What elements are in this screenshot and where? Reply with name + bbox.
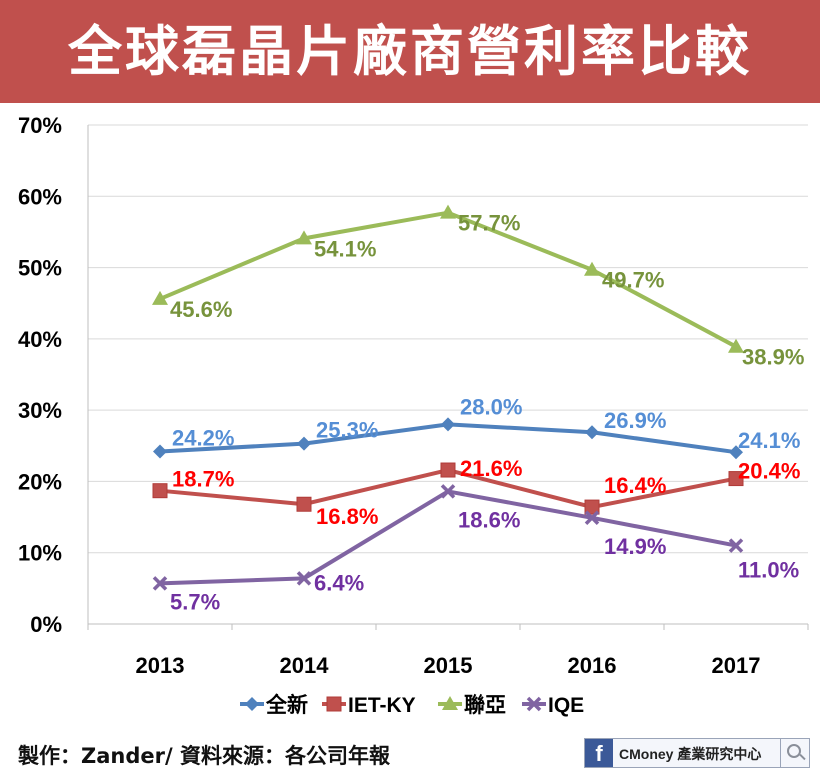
x-tick-label: 2013 xyxy=(136,653,185,678)
y-tick-label: 0% xyxy=(30,612,62,637)
legend-marker xyxy=(326,696,342,712)
data-label: 38.9% xyxy=(742,345,804,370)
brand-box[interactable]: f CMoney 產業研究中心 xyxy=(584,738,810,768)
y-tick-label: 20% xyxy=(18,469,62,494)
data-label: 45.6% xyxy=(170,297,232,322)
data-point xyxy=(585,425,599,440)
legend: 全新 IET-KY 聯亞 IQE xyxy=(240,693,584,717)
y-tick-label: 40% xyxy=(18,327,62,352)
y-tick-label: 60% xyxy=(18,184,62,209)
data-point xyxy=(152,483,168,499)
x-tick-label: 2014 xyxy=(280,653,330,678)
data-label: 24.2% xyxy=(172,425,234,450)
data-point xyxy=(296,571,312,586)
data-label: 16.8% xyxy=(316,504,378,529)
x-tick-label: 2017 xyxy=(712,653,761,678)
data-point xyxy=(728,538,744,553)
data-point xyxy=(296,496,312,512)
data-point xyxy=(584,499,600,515)
data-label: 24.1% xyxy=(738,428,800,453)
data-label: 21.6% xyxy=(460,456,522,481)
series-iqe: 5.7% 6.4% 18.6% 14.9% 11.0% xyxy=(152,484,799,614)
legend-label: 聯亞 xyxy=(464,694,506,717)
facebook-icon[interactable]: f xyxy=(585,739,613,767)
marker-stroke xyxy=(296,571,312,586)
legend-label: IQE xyxy=(548,694,584,717)
data-point xyxy=(296,230,312,245)
data-label: 49.7% xyxy=(602,268,664,293)
line-chart: 0% 10% 20% 30% 40% 50% 60% 70% 2013 2014 2015 2016 2… xyxy=(18,113,809,717)
data-point xyxy=(440,204,456,219)
data-label: 5.7% xyxy=(170,589,220,614)
data-point xyxy=(441,417,455,432)
legend-label: 全新 xyxy=(265,693,308,717)
data-point xyxy=(152,290,168,305)
y-tick-label: 70% xyxy=(18,113,62,138)
marker-stroke xyxy=(526,696,542,712)
footer: 製作：Zander/ 資料來源：各公司年報 f CMoney 產業研究中心 xyxy=(0,730,820,782)
series-iet-ky: 18.7% 16.8% 21.6% 16.4% 20.4% xyxy=(152,456,800,529)
x-tick-label: 2016 xyxy=(568,653,617,678)
data-point xyxy=(584,261,600,276)
data-label: 14.9% xyxy=(604,534,666,559)
marker-stroke xyxy=(584,510,600,526)
brand-name: CMoney 產業研究中心 xyxy=(619,746,762,762)
y-tick-label: 50% xyxy=(18,256,62,281)
data-label: 16.4% xyxy=(604,473,666,498)
data-point xyxy=(729,445,743,460)
data-point xyxy=(440,462,456,478)
search-icon[interactable] xyxy=(780,739,809,767)
data-point xyxy=(584,510,600,526)
data-point xyxy=(152,576,168,591)
y-tick-label: 30% xyxy=(18,398,62,423)
chart-title: 全球磊晶片廠商營利率比較 xyxy=(68,20,752,83)
data-point xyxy=(297,436,311,451)
data-label: 26.9% xyxy=(604,408,666,433)
data-label: 18.6% xyxy=(458,507,520,532)
legend-item: IET-KY xyxy=(322,694,416,717)
data-label: 25.3% xyxy=(316,418,378,443)
series-lianya: 45.6% 54.1% 57.7% 49.7% 38.9% xyxy=(152,204,804,370)
marker-stroke xyxy=(440,484,456,499)
legend-marker xyxy=(442,696,458,710)
data-label: 28.0% xyxy=(460,394,522,419)
legend-marker xyxy=(526,696,542,712)
y-tick-label: 10% xyxy=(18,541,62,566)
data-point xyxy=(728,338,744,353)
legend-label: IET-KY xyxy=(348,694,416,717)
data-label: 6.4% xyxy=(314,570,364,595)
title-banner: 全球磊晶片廠商營利率比較 xyxy=(0,0,820,103)
data-label: 20.4% xyxy=(738,459,800,484)
legend-item: IQE xyxy=(522,694,584,717)
legend-marker xyxy=(245,697,259,711)
data-label: 57.7% xyxy=(458,211,520,236)
source-credit: 製作：Zander/ 資料來源：各公司年報 xyxy=(18,744,390,768)
data-point xyxy=(153,444,167,459)
data-label: 54.1% xyxy=(314,236,376,261)
data-label: 18.7% xyxy=(172,467,234,492)
marker-stroke xyxy=(152,576,168,591)
series-quanxin: 24.2% 25.3% 28.0% 26.9% 24.1% xyxy=(153,394,800,460)
legend-item: 全新 xyxy=(240,693,308,717)
marker-stroke xyxy=(728,538,744,553)
x-tick-label: 2015 xyxy=(424,653,473,678)
legend-item: 聯亞 xyxy=(438,694,506,717)
data-point xyxy=(440,484,456,499)
data-label: 11.0% xyxy=(738,558,799,583)
data-point xyxy=(728,471,744,487)
